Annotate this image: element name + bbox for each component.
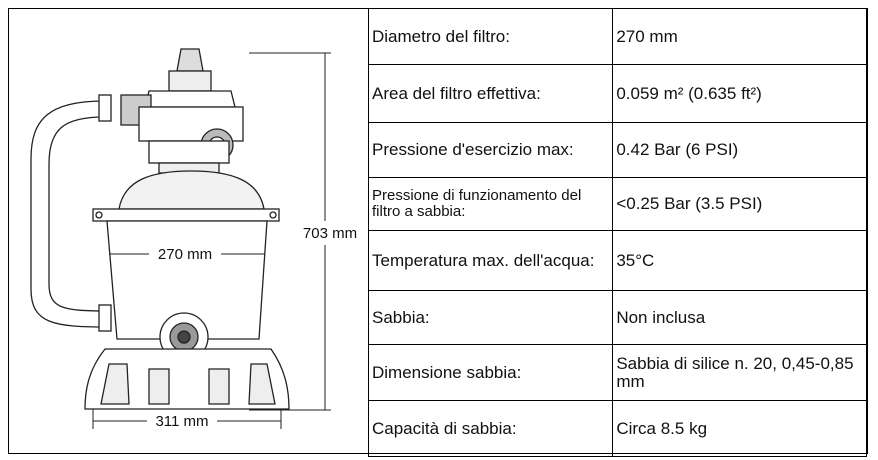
spec-row: Diametro del filtro: 270 mm (367, 8, 867, 65)
spec-value: 35°C (612, 230, 867, 291)
spec-value: Circa 8.5 kg (612, 400, 867, 457)
spec-row: Pressione d'esercizio max: 0.42 Bar (6 PS… (367, 122, 867, 178)
spec-table: Diametro del filtro: 270 mm Area del filtr… (367, 8, 867, 457)
spec-row: Sabbia: Non inclusa (367, 290, 867, 345)
spec-label: Area del filtro effettiva: (367, 64, 614, 123)
spec-value: Non inclusa (612, 290, 867, 345)
spec-label: Sabbia: (367, 290, 614, 345)
spec-label: Temperatura max. dell'acqua: (367, 230, 614, 291)
spec-row: Area del filtro effettiva: 0.059 m² (0.63… (367, 64, 867, 123)
spec-value: Sabbia di silice n. 20, 0,45-0,85 mm (612, 344, 867, 401)
spec-label: Diametro del filtro: (367, 8, 614, 65)
base-label: 311 mm (155, 413, 208, 430)
spec-value: <0.25 Bar (3.5 PSI) (612, 177, 867, 231)
spec-label: Dimensione sabbia: (367, 344, 614, 401)
pump-diagram: 703 mm 270 mm 311 mm (30, 48, 357, 430)
spec-row: Capacità di sabbia: Circa 8.5 kg (367, 400, 867, 457)
spec-row: Pressione di funzionamento del filtro a … (367, 177, 867, 231)
spec-label: Capacità di sabbia: (367, 400, 614, 457)
spec-sheet: 703 mm 270 mm 311 mm Diametro del filtro… (8, 8, 868, 457)
spec-label: Pressione d'esercizio max: (367, 122, 614, 178)
spec-label: Pressione di funzionamento del filtro a … (367, 177, 614, 231)
spec-value: 0.42 Bar (6 PSI) (612, 122, 867, 178)
spec-value: 0.059 m² (0.635 ft²) (612, 64, 867, 123)
spec-row: Dimensione sabbia: Sabbia di silice n. 20… (367, 344, 867, 401)
height-label: 703 mm (303, 225, 357, 242)
spec-value: 270 mm (612, 8, 867, 65)
diameter-label: 270 mm (158, 246, 212, 263)
spec-row: Temperatura max. dell'acqua: 35°C (367, 230, 867, 291)
